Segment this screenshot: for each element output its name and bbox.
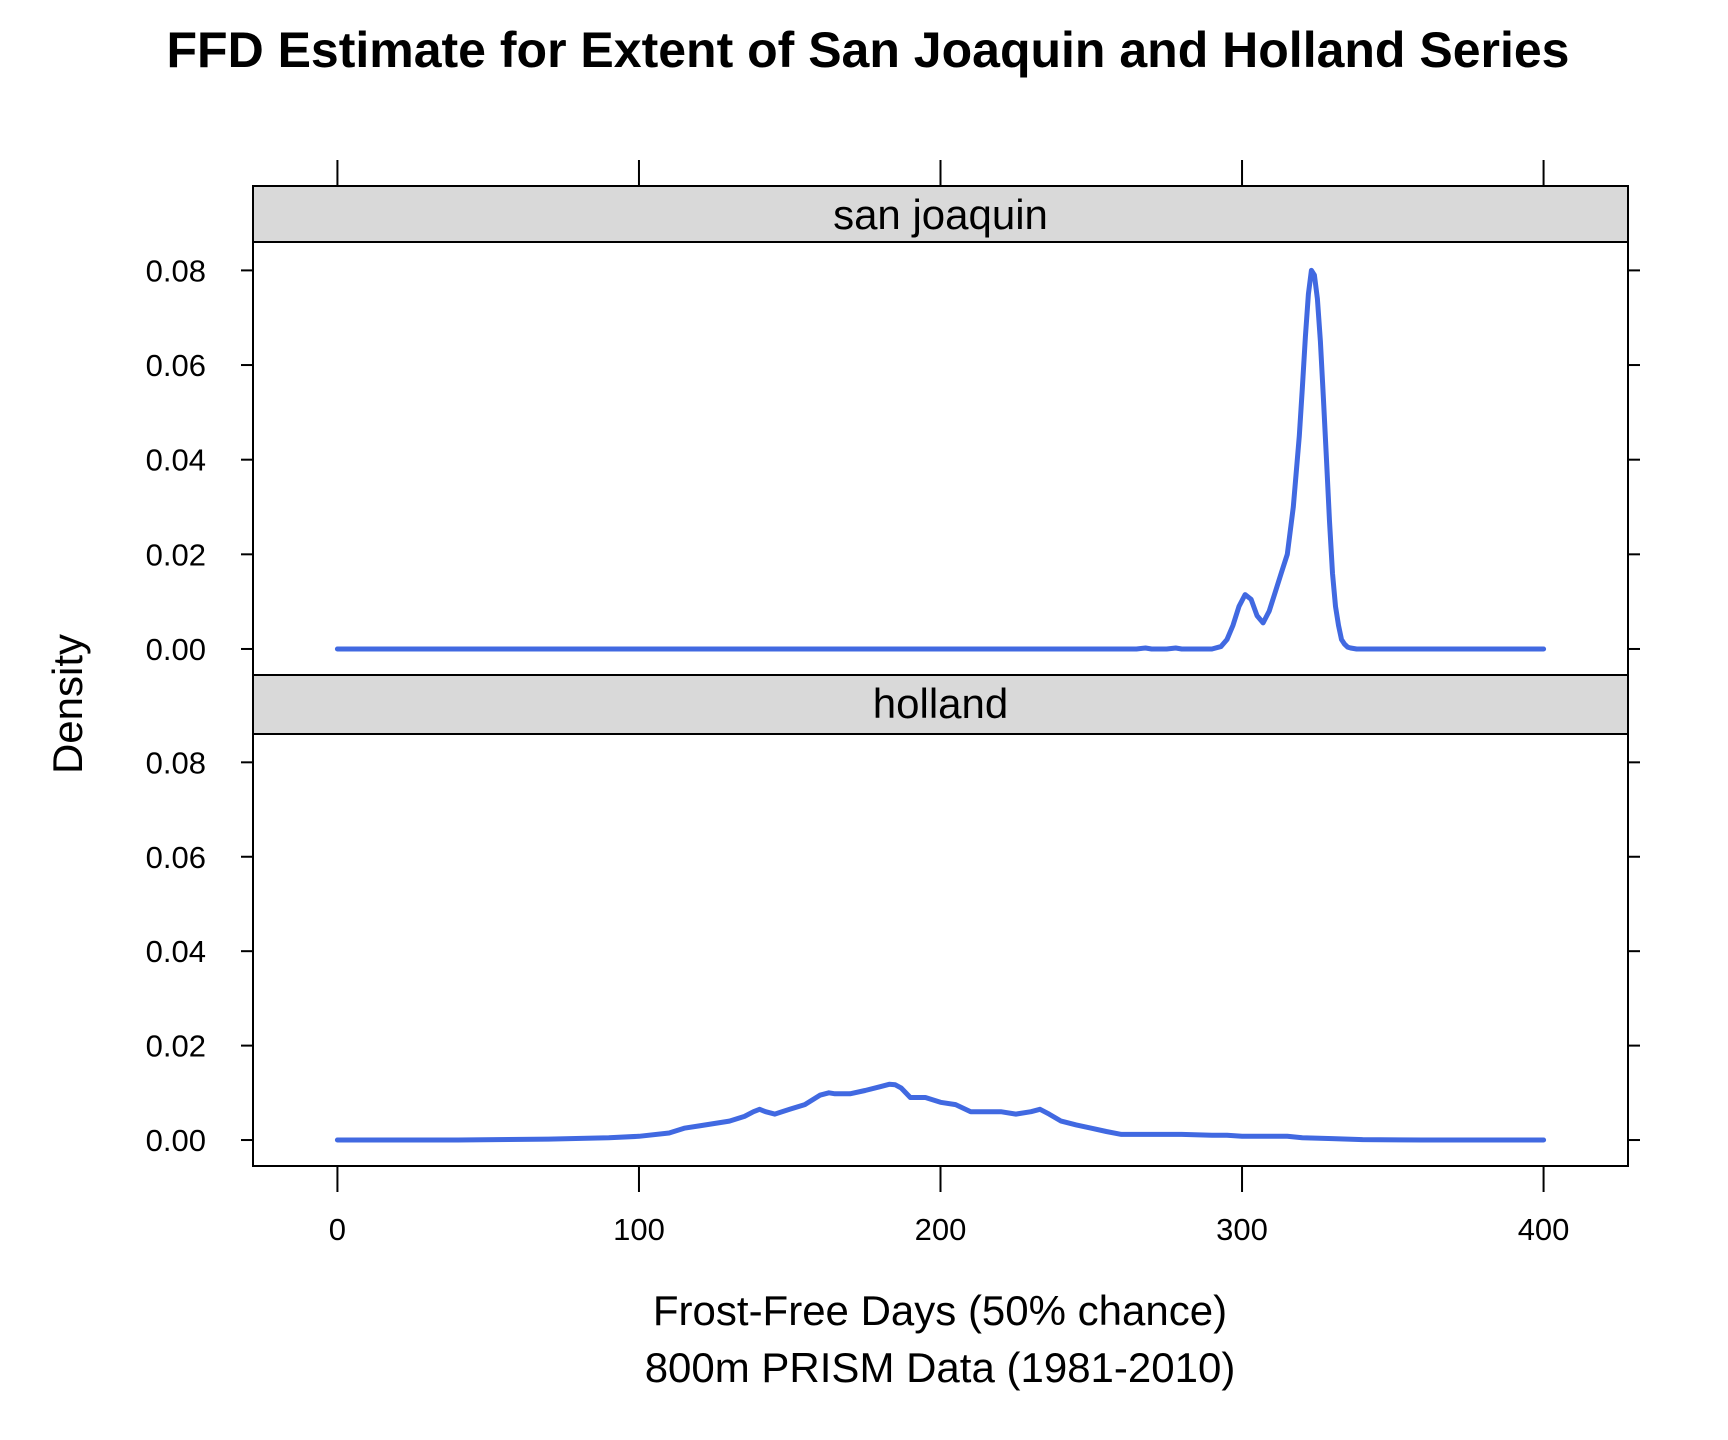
y-tick-label: 0.00 xyxy=(146,1123,206,1158)
y-tick-label: 0.02 xyxy=(146,537,206,572)
x-tick-label: 200 xyxy=(915,1212,967,1247)
x-axis-label-line-2: 800m PRISM Data (1981-2010) xyxy=(645,1344,1236,1391)
y-tick-label: 0.00 xyxy=(146,632,206,667)
x-axis: 0 100 200 300 400 xyxy=(329,160,1570,1247)
y-tick-label: 0.06 xyxy=(146,840,206,875)
y-tick-label: 0.02 xyxy=(146,1029,206,1064)
panel-holland: holland 0.00 0.02 0.04 0.06 0.08 xyxy=(146,674,1640,1167)
y-tick-label: 0.08 xyxy=(146,253,206,288)
strip-background xyxy=(252,185,1629,243)
y-tick-label: 0.08 xyxy=(146,745,206,780)
strip-background xyxy=(252,674,1629,735)
x-tick-label: 300 xyxy=(1216,1212,1268,1247)
series-line-san-joaquin xyxy=(334,267,1547,652)
panels-group: san joaquin 0.00 0.02 0.04 0.06 0.08 holland 0.… xyxy=(146,160,1640,1247)
x-tick-label: 100 xyxy=(613,1212,665,1247)
y-tick-label: 0.06 xyxy=(146,348,206,383)
y-tick-label: 0.04 xyxy=(146,934,206,969)
chart-title: FFD Estimate for Extent of San Joaquin a… xyxy=(166,22,1569,78)
x-axis-label-line-1: Frost-Free Days (50% chance) xyxy=(653,1287,1227,1334)
strip-label: san joaquin xyxy=(833,191,1048,238)
strip-label: holland xyxy=(873,680,1008,727)
y-tick-label: 0.04 xyxy=(146,443,206,478)
x-tick-label: 0 xyxy=(329,1212,346,1247)
series-line-holland xyxy=(334,1081,1547,1143)
y-axis-label: Density xyxy=(44,634,91,774)
panel-san-joaquin: san joaquin 0.00 0.02 0.04 0.06 0.08 xyxy=(146,185,1640,676)
x-tick-label: 400 xyxy=(1518,1212,1570,1247)
panel-border xyxy=(252,241,1629,676)
